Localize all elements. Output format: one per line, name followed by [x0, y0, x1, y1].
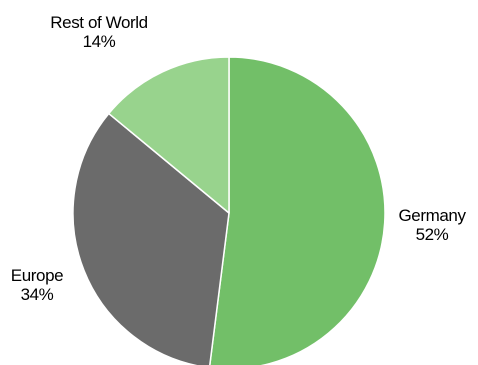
pie-slice-germany [209, 56, 386, 365]
slice-label-europe: Europe [11, 266, 63, 285]
pie-slice-europe [72, 112, 230, 365]
slice-value-germany: 52% [416, 225, 449, 244]
slice-label-germany: Germany [398, 206, 466, 225]
slice-value-europe: 34% [21, 285, 54, 304]
slice-label-rest-of-world: Rest of World [50, 13, 147, 32]
pie-slice-rest-of-world [108, 56, 230, 214]
slice-value-rest-of-world: 14% [83, 32, 116, 51]
